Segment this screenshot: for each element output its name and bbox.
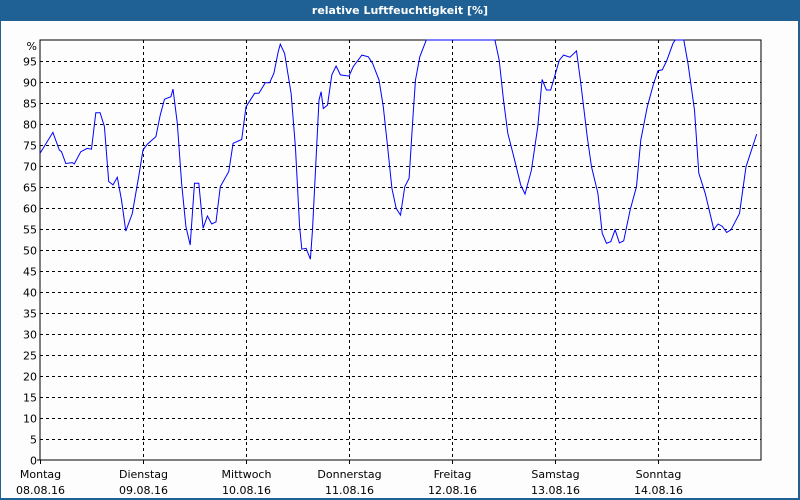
y-tick-label: 25 [23, 350, 37, 363]
x-tick-day-label: Sonntag [636, 468, 682, 481]
x-tick-date-label: 13.08.16 [531, 484, 580, 497]
y-tick-label: 95 [23, 56, 37, 69]
window-title: relative Luftfeuchtigkeit [%] [0, 0, 800, 21]
x-tick-date-label: 12.08.16 [428, 484, 477, 497]
x-tick-day-label: Samstag [531, 468, 579, 481]
x-tick-day-label: Dienstag [119, 468, 168, 481]
y-axis: 0 5 10 15 20 25 30 35 40 45 50 55 60 65 70 75 80 85 90 95 [23, 56, 40, 468]
x-tick-date-label: 09.08.16 [119, 484, 168, 497]
y-tick-label: 10 [23, 413, 37, 426]
x-tick-date-label: 14.08.16 [634, 484, 683, 497]
humidity-series-line [39, 39, 758, 260]
y-tick-label: 0 [30, 455, 37, 468]
y-tick-label: 85 [23, 98, 37, 111]
y-tick-label: 55 [23, 224, 37, 237]
x-tick-day-label: Montag [20, 468, 61, 481]
x-tick-date-label: 11.08.16 [325, 484, 374, 497]
x-axis: Montag 08.08.16 Dienstag 09.08.16 Mittwoch 10… [16, 460, 683, 497]
x-tick-day-label: Freitag [434, 468, 472, 481]
plot-frame [39, 39, 762, 461]
y-tick-label: 75 [23, 140, 37, 153]
grid [40, 40, 761, 460]
y-tick-label: 45 [23, 266, 37, 279]
y-tick-label: 30 [23, 329, 37, 342]
y-tick-label: 15 [23, 392, 37, 405]
y-tick-label: 65 [23, 182, 37, 195]
y-tick-label: 90 [23, 77, 37, 90]
y-tick-label: 40 [23, 287, 37, 300]
y-unit-label: % [27, 40, 37, 53]
y-tick-label: 50 [23, 245, 37, 258]
y-tick-label: 80 [23, 119, 37, 132]
x-tick-date-label: 08.08.16 [16, 484, 65, 497]
x-tick-day-label: Donnerstag [317, 468, 381, 481]
y-tick-label: 70 [23, 161, 37, 174]
y-tick-label: 5 [30, 434, 37, 447]
y-tick-label: 20 [23, 371, 37, 384]
x-tick-date-label: 10.08.16 [222, 484, 271, 497]
x-tick-day-label: Mittwoch [222, 468, 272, 481]
y-tick-label: 60 [23, 203, 37, 216]
y-tick-label: 35 [23, 308, 37, 321]
